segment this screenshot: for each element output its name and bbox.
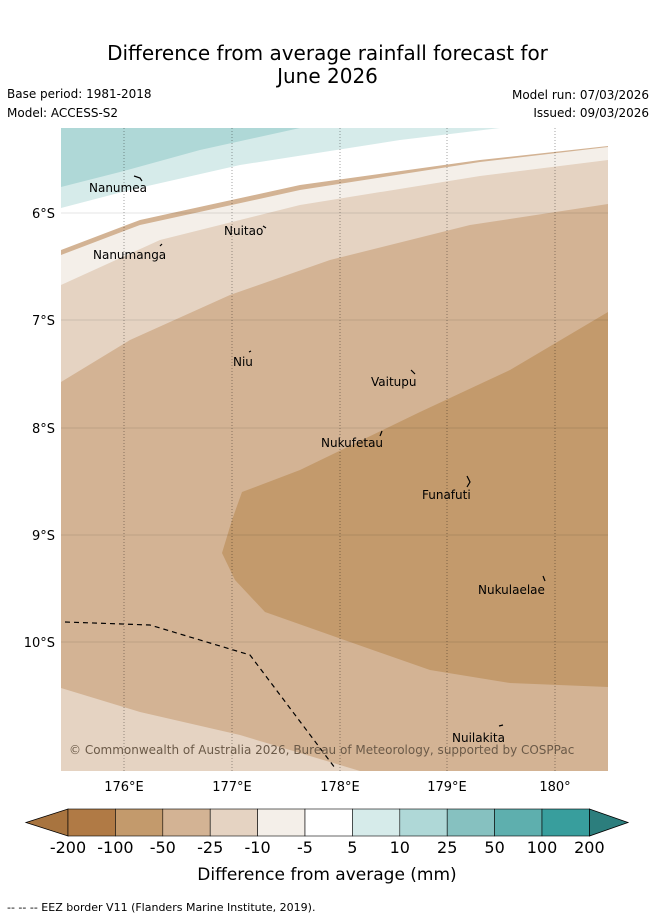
colorbar-label: Difference from average (mm) (197, 865, 456, 885)
lat-label-10s: 10°S (24, 636, 55, 651)
island-label-nanumanga: Nanumanga (93, 248, 166, 262)
nukulaelae-island-shape (542, 575, 546, 582)
colorbar-tick-label: 5 (347, 838, 357, 857)
niu-island-shape (248, 350, 252, 353)
colorbar-tick-label: -100 (97, 838, 133, 857)
island-label-vaitupu: Vaitupu (371, 375, 417, 389)
colorbar-tick-label: 10 (390, 838, 410, 857)
base-period-text: Base period: 1981-2018 (7, 87, 152, 101)
lat-label-8s: 8°S (32, 422, 55, 437)
colorbar-bin (209, 808, 258, 837)
eez-legend-text: -- -- -- EEZ border V11 (Flanders Marine… (7, 901, 315, 914)
island-label-nuilakita: Nuilakita (452, 731, 505, 745)
colorbar-tick-label: -10 (245, 838, 271, 857)
island-label-nukulaelae: Nukulaelae (478, 583, 545, 597)
colorbar-tick-label: 50 (484, 838, 504, 857)
copyright-text: © Commonwealth of Australia 2026, Bureau… (69, 743, 574, 757)
issued-text: Issued: 09/03/2026 (533, 106, 649, 120)
island-label-nuitao: Nuitao (224, 224, 263, 238)
map-contour-fill (61, 128, 608, 771)
colorbar-tick-label: 100 (527, 838, 558, 857)
lat-label-6s: 6°S (32, 207, 55, 222)
lon-label-177e: 177°E (212, 780, 252, 795)
colorbar-tick-label: -200 (50, 838, 86, 857)
nanumea-island-shape (133, 175, 143, 182)
lon-label-178e: 178°E (320, 780, 360, 795)
colorbar-extend-high (589, 808, 630, 837)
colorbar-extend-low (24, 808, 69, 837)
colorbar-tick-label: 25 (437, 838, 457, 857)
colorbar-bin (494, 808, 543, 837)
lat-label-9s: 9°S (32, 529, 55, 544)
nuitao-island-shape (262, 225, 267, 229)
colorbar-bin (115, 808, 164, 837)
lon-label-179e: 179°E (427, 780, 467, 795)
colorbar-bin (162, 808, 211, 837)
model-text: Model: ACCESS-S2 (7, 106, 119, 120)
colorbar-tick-label: -50 (150, 838, 176, 857)
lat-label-7s: 7°S (32, 314, 55, 329)
colorbar-bin (446, 808, 495, 837)
lon-label-180: 180° (539, 780, 570, 795)
colorbar-bin (304, 808, 353, 837)
chart-title-line2: June 2026 (277, 64, 378, 88)
colorbar (24, 808, 630, 837)
colorbar-bin (257, 808, 306, 837)
colorbar-bin (352, 808, 401, 837)
colorbar-tick-label: -5 (297, 838, 313, 857)
colorbar-tick-label: 200 (574, 838, 605, 857)
colorbar-bin (399, 808, 448, 837)
chart-title-line1: Difference from average rainfall forecas… (107, 41, 548, 65)
map-gridlines (61, 128, 608, 771)
colorbar-bin (541, 808, 590, 837)
lon-label-176e: 176°E (104, 780, 144, 795)
nukufetau-island-shape (379, 430, 383, 437)
vaitupu-island-shape (410, 369, 416, 375)
island-shapes (133, 175, 546, 727)
nuilakita-island-shape (498, 724, 504, 727)
model-run-text: Model run: 07/03/2026 (511, 88, 649, 102)
island-label-funafuti: Funafuti (422, 488, 471, 502)
island-label-niu: Niu (233, 355, 253, 369)
funafuti-island-shape (466, 475, 471, 488)
colorbar-tick-label: -25 (197, 838, 223, 857)
colorbar-ticks: -200 -100 -50 -25 -10 -5 5 10 25 50 100 200 (50, 838, 605, 857)
colorbar-bin (67, 808, 116, 837)
island-label-nukufetau: Nukufetau (321, 436, 383, 450)
island-label-nanumea: Nanumea (89, 181, 147, 195)
nanumanga-island-shape (159, 243, 163, 247)
eez-border-line (64, 621, 336, 769)
